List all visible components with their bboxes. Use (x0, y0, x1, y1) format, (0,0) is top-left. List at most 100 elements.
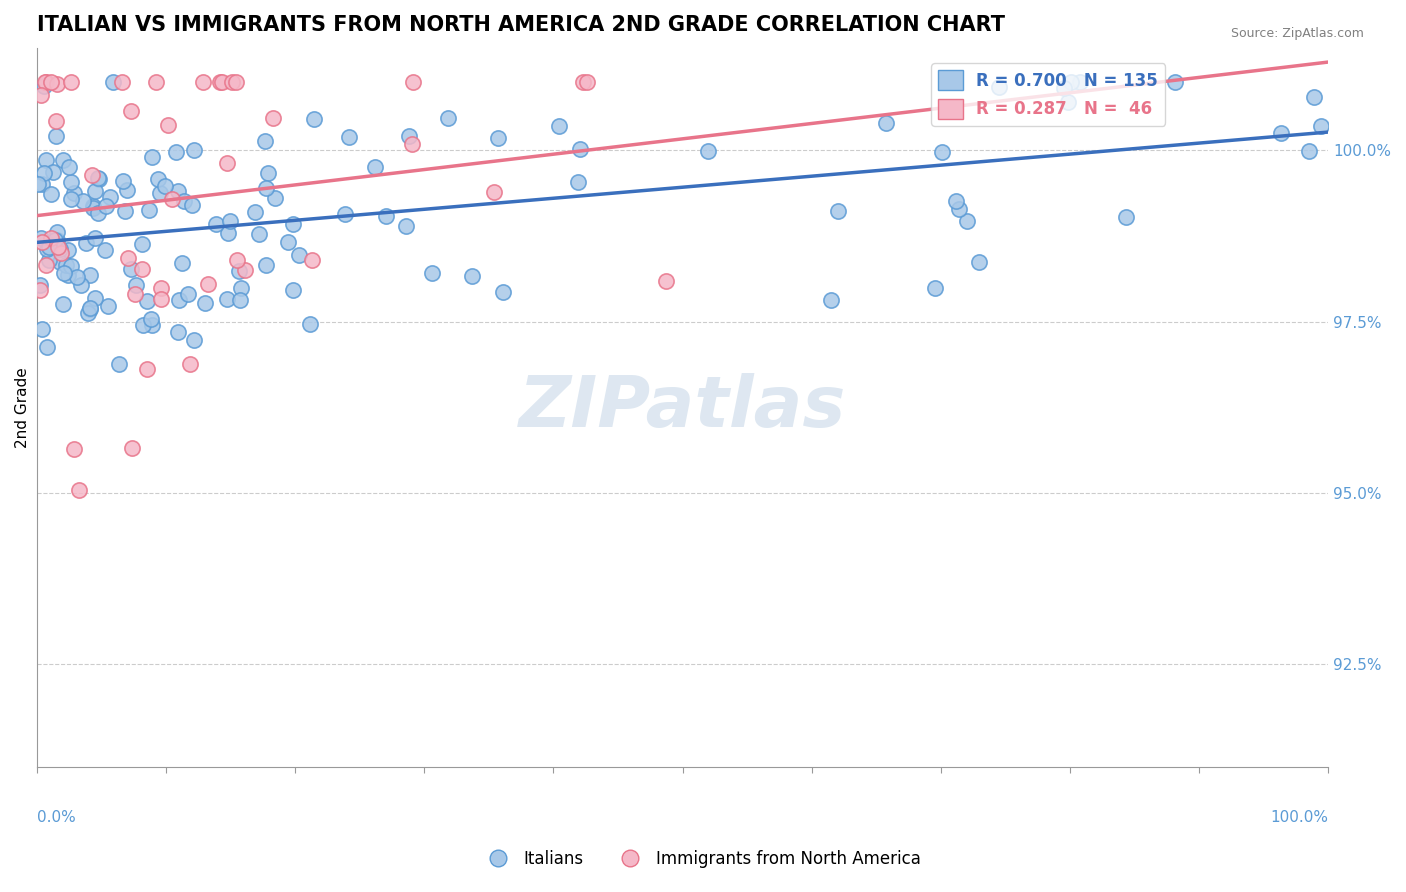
Point (87, 171, 110, 186)
Point (82, 199, 104, 213)
Point (34, 75, 56, 89)
Point (39, 187, 62, 202)
Point (117, 252, 139, 266)
Point (697, 144, 720, 158)
Point (45, 128, 67, 143)
Point (53, 266, 76, 280)
Point (988, 79, 1011, 94)
Point (136, 362, 159, 376)
Point (63, 186, 86, 200)
Point (28, 284, 51, 298)
Point (44, 233, 66, 247)
Point (1302, 90, 1324, 104)
Point (233, 263, 256, 277)
Point (169, 293, 191, 307)
Point (31, 177, 53, 191)
Point (114, 204, 136, 219)
Point (138, 202, 160, 217)
Point (58, 268, 80, 282)
Point (820, 293, 842, 307)
Point (167, 184, 190, 198)
Point (83, 184, 105, 198)
Point (548, 119, 571, 133)
Point (46, 240, 69, 254)
Point (136, 293, 159, 308)
Point (374, 209, 396, 223)
Point (35, 75, 58, 89)
Legend: Italians, Immigrants from North America: Italians, Immigrants from North America (479, 844, 927, 875)
Point (179, 358, 201, 372)
Point (80, 168, 103, 182)
Point (55, 258, 77, 272)
Point (460, 268, 482, 283)
Text: Source: ZipAtlas.com: Source: ZipAtlas.com (1230, 27, 1364, 40)
Point (209, 75, 232, 89)
Point (173, 194, 195, 208)
Point (27, 178, 49, 192)
Point (420, 266, 443, 280)
Point (120, 103, 142, 118)
Point (437, 111, 460, 125)
Text: ITALIAN VS IMMIGRANTS FROM NORTH AMERICA 2ND GRADE CORRELATION CHART: ITALIAN VS IMMIGRANTS FROM NORTH AMERICA… (37, 15, 1005, 35)
Point (281, 283, 304, 297)
Point (194, 295, 217, 310)
Point (1115, 211, 1137, 225)
Point (217, 292, 239, 306)
Point (139, 311, 162, 326)
Point (59, 260, 82, 274)
Point (827, 204, 849, 219)
Point (1069, 75, 1091, 89)
Point (170, 256, 193, 270)
Point (146, 172, 169, 186)
Point (1164, 75, 1187, 89)
Point (217, 226, 239, 240)
Point (948, 202, 970, 216)
Point (31, 235, 53, 250)
Point (46, 233, 69, 247)
Point (401, 136, 423, 151)
Point (183, 143, 205, 157)
Point (398, 129, 420, 144)
Point (1309, 120, 1331, 134)
Point (62, 442, 84, 457)
Point (141, 150, 163, 164)
Point (945, 194, 967, 208)
Point (1053, 81, 1076, 95)
Point (204, 217, 226, 231)
Point (301, 253, 323, 268)
Point (254, 134, 277, 148)
Point (486, 131, 509, 145)
Point (364, 160, 387, 174)
Point (94, 199, 117, 213)
Point (98, 190, 121, 204)
Point (257, 166, 280, 180)
Point (72, 194, 94, 209)
Point (571, 75, 593, 89)
Point (125, 278, 148, 293)
Point (402, 75, 425, 89)
Point (967, 255, 990, 269)
Point (83, 291, 105, 305)
Point (87, 206, 110, 220)
Point (1298, 144, 1320, 158)
Point (245, 205, 267, 219)
Point (299, 317, 322, 331)
Point (277, 235, 299, 250)
Point (37, 242, 59, 256)
Point (45, 225, 67, 239)
Point (70, 277, 93, 292)
Point (262, 111, 284, 125)
Point (30, 278, 52, 293)
Point (112, 174, 135, 188)
Point (77, 305, 100, 319)
Point (1057, 95, 1080, 110)
Point (60, 75, 83, 89)
Point (217, 156, 239, 170)
Point (30, 88, 52, 103)
Point (247, 227, 270, 241)
Point (97, 299, 120, 313)
Point (49, 246, 72, 260)
Point (145, 75, 167, 89)
Point (482, 185, 505, 199)
Point (228, 264, 250, 278)
